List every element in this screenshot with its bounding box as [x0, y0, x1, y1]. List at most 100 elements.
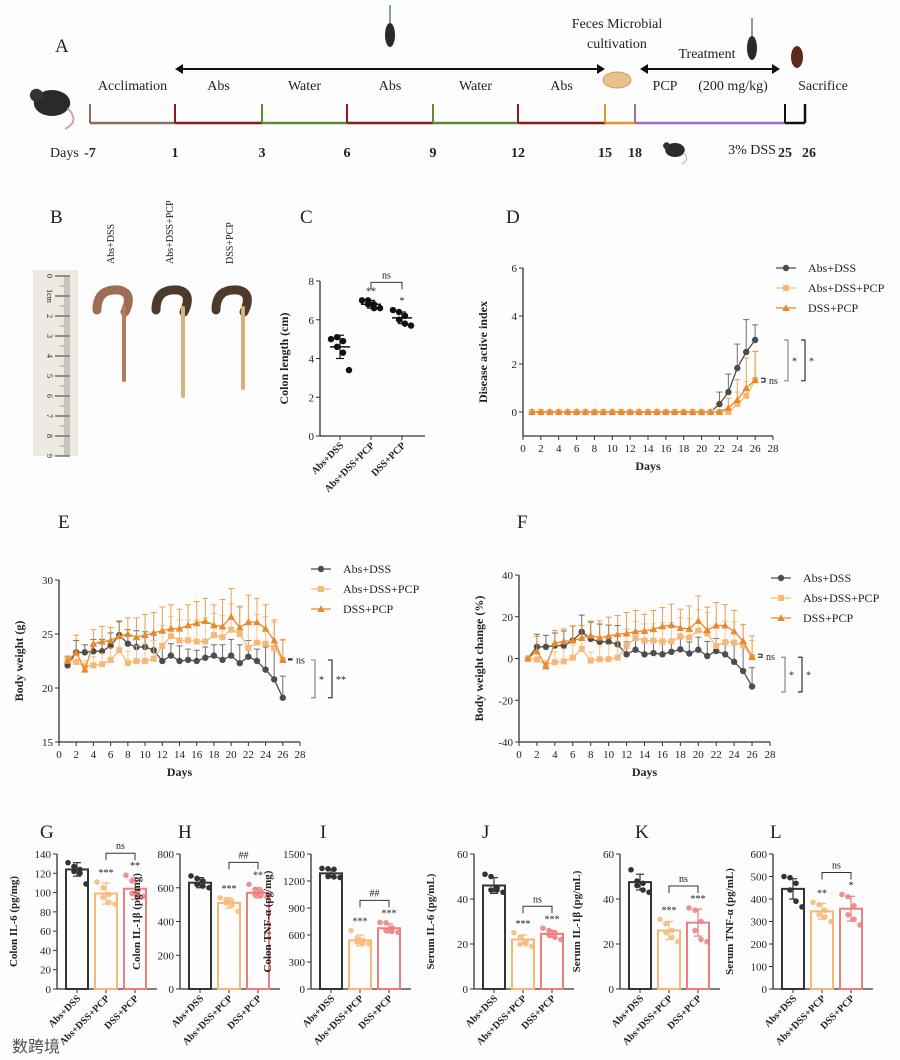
timeline-phase-label: Abs	[379, 79, 402, 94]
x-tick-label: 8	[588, 749, 594, 761]
significance-bracket	[758, 653, 763, 658]
significance-label: **	[130, 861, 140, 872]
group-abs-dss-pcp	[348, 927, 372, 993]
x-tick-label: 6	[574, 443, 580, 455]
data-point	[358, 297, 366, 304]
data-point-triangle	[653, 408, 661, 415]
data-point-circle	[159, 657, 166, 665]
significance-label: **	[817, 888, 827, 899]
data-point-square	[778, 595, 784, 601]
significance-label: ns	[296, 655, 305, 666]
data-point	[100, 884, 106, 891]
data-point	[258, 892, 264, 899]
ruler-number: 6	[45, 394, 54, 398]
data-point-square	[107, 656, 114, 663]
data-point-square	[73, 659, 80, 666]
data-point-square	[228, 626, 235, 633]
significance-label: *	[319, 675, 324, 686]
dss-label: 3% DSS	[728, 143, 776, 158]
data-point	[558, 936, 564, 943]
ruler-number: 1cm	[45, 289, 54, 304]
data-point	[546, 927, 552, 934]
bar	[188, 881, 212, 990]
y-tick-label: 100	[751, 962, 768, 974]
y-axis-title: Colon IL-1β (pg/mg)	[131, 873, 143, 970]
x-tick-label: 12	[157, 749, 168, 761]
data-point-triangle	[751, 376, 759, 384]
data-point-square	[677, 633, 684, 640]
y-tick-label: 40	[457, 894, 469, 906]
data-point-triangle	[715, 408, 724, 415]
data-point-triangle	[721, 621, 729, 629]
data-point	[106, 891, 112, 898]
data-point-triangle	[694, 617, 703, 624]
comparison-bracket	[359, 899, 390, 908]
x-tick-label: 4	[556, 443, 562, 455]
data-point	[494, 887, 500, 893]
y-tick-label: 20	[40, 965, 52, 977]
data-point-triangle	[124, 630, 132, 637]
data-point	[106, 899, 112, 906]
data-point-circle	[751, 336, 759, 344]
data-point	[395, 308, 403, 316]
bar	[217, 901, 241, 990]
significance-label: ***	[662, 905, 677, 916]
x-tick-label: 26	[750, 443, 762, 455]
x-tick-label: 10	[140, 749, 152, 761]
data-point-triangle	[688, 408, 697, 415]
y-tick-label: 900	[289, 903, 306, 915]
data-point-square	[641, 637, 648, 644]
x-tick-label: 28	[765, 749, 777, 761]
data-point-circle	[245, 653, 252, 660]
group-dss-pcp	[246, 881, 270, 993]
data-point-triangle	[599, 408, 608, 415]
data-point-triangle	[89, 639, 98, 647]
bar	[540, 932, 564, 990]
data-point	[407, 322, 415, 329]
data-point-circle	[219, 656, 226, 664]
data-point	[529, 943, 535, 950]
significance-label: *	[789, 671, 794, 682]
legend-label: DSS+PCP	[343, 602, 393, 616]
data-point	[135, 887, 141, 894]
panel-label-J: J	[482, 822, 489, 843]
timeline-day: 25	[778, 146, 792, 161]
data-point-square	[90, 662, 97, 669]
panel-label-C: C	[300, 207, 313, 228]
data-point	[401, 320, 409, 327]
x-tick-label: 18	[208, 749, 220, 761]
group-abs-dss	[319, 865, 343, 993]
group-dss-pcp	[540, 925, 564, 993]
y-tick-label: 0	[512, 407, 518, 419]
x-tick-label: 22	[711, 749, 722, 761]
data-point	[333, 343, 341, 351]
data-point-circle	[668, 648, 675, 656]
data-point-triangle	[235, 623, 244, 631]
data-point	[401, 312, 409, 320]
data-point	[112, 901, 118, 907]
data-point	[333, 333, 341, 341]
y-tick-label: 15	[42, 737, 54, 749]
mouse-icon	[663, 142, 688, 165]
x-tick-label: 22	[243, 749, 254, 761]
data-point-triangle	[184, 621, 192, 629]
data-point-circle	[81, 649, 89, 656]
group-abs-dss-pcp	[657, 916, 681, 993]
data-point-square	[713, 642, 720, 649]
data-point-square	[722, 639, 729, 646]
data-point-triangle	[572, 408, 581, 415]
data-point-triangle	[227, 612, 235, 620]
significance-label: ***	[516, 919, 531, 930]
data-point	[389, 306, 397, 314]
significance-label: *	[806, 671, 811, 682]
data-point-square	[632, 635, 639, 642]
group-abs-dss	[188, 873, 212, 993]
data-point-square	[743, 392, 750, 399]
data-point	[364, 301, 372, 308]
data-point-circle	[107, 642, 114, 650]
data-point-triangle	[278, 656, 287, 663]
data-point-circle	[262, 666, 269, 673]
series-abs-dss	[64, 620, 286, 701]
data-point-square	[245, 645, 252, 652]
data-point	[669, 927, 675, 934]
